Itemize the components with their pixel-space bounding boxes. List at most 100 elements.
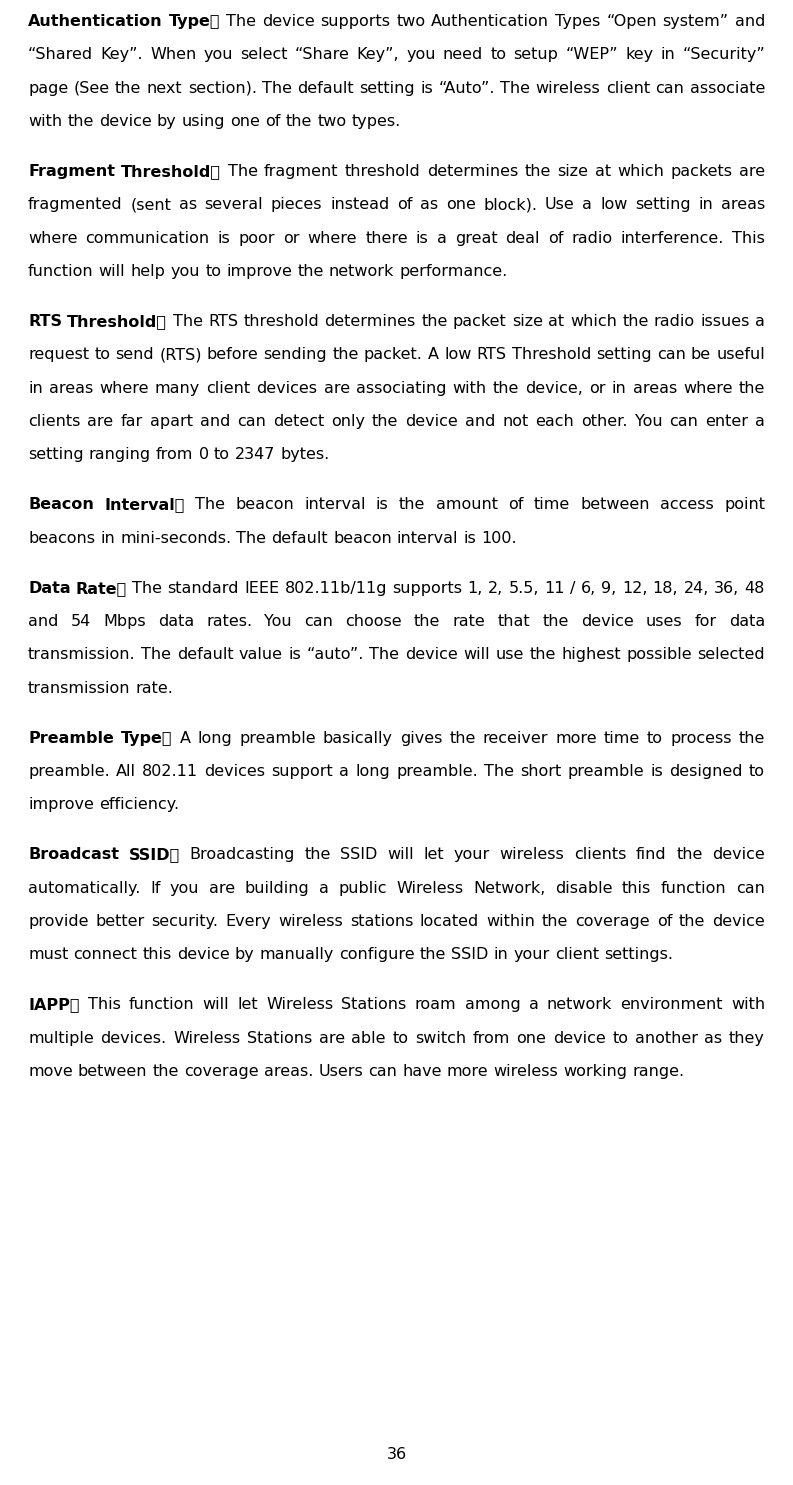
Text: Stations: Stations bbox=[342, 998, 407, 1013]
Text: in: in bbox=[28, 380, 43, 395]
Text: clients: clients bbox=[574, 848, 626, 863]
Text: The: The bbox=[500, 80, 531, 95]
Text: as: as bbox=[704, 1031, 722, 1045]
Text: in: in bbox=[100, 530, 115, 545]
Text: the: the bbox=[676, 848, 703, 863]
Text: a: a bbox=[529, 998, 538, 1013]
Text: basically: basically bbox=[323, 731, 393, 745]
Text: to: to bbox=[94, 347, 110, 362]
Text: determines: determines bbox=[324, 313, 416, 330]
Text: device: device bbox=[712, 913, 765, 930]
Text: the: the bbox=[285, 114, 312, 129]
Text: the: the bbox=[738, 380, 765, 395]
Text: devices: devices bbox=[256, 380, 317, 395]
Text: Data: Data bbox=[28, 581, 71, 595]
Text: range.: range. bbox=[633, 1063, 684, 1080]
Text: the: the bbox=[152, 1063, 179, 1080]
Text: is: is bbox=[218, 230, 231, 245]
Text: you: you bbox=[170, 264, 200, 279]
Text: the: the bbox=[419, 947, 446, 962]
Text: Threshold：: Threshold： bbox=[121, 163, 221, 180]
Text: You: You bbox=[634, 414, 662, 429]
Text: default: default bbox=[271, 530, 328, 545]
Text: devices.: devices. bbox=[101, 1031, 167, 1045]
Text: Type：: Type： bbox=[168, 13, 220, 30]
Text: the: the bbox=[414, 613, 440, 630]
Text: is: is bbox=[464, 530, 477, 545]
Text: device: device bbox=[553, 1031, 606, 1045]
Text: to: to bbox=[393, 1031, 408, 1045]
Text: able: able bbox=[351, 1031, 385, 1045]
Text: is: is bbox=[376, 497, 389, 512]
Text: wireless: wireless bbox=[536, 80, 600, 95]
Text: block).: block). bbox=[484, 198, 538, 212]
Text: will: will bbox=[463, 647, 490, 662]
Text: your: your bbox=[514, 947, 550, 962]
Text: access: access bbox=[660, 497, 714, 512]
Text: select: select bbox=[240, 48, 288, 62]
Text: radio: radio bbox=[572, 230, 613, 245]
Text: long: long bbox=[197, 731, 232, 745]
Text: The: The bbox=[226, 13, 256, 30]
Text: bytes.: bytes. bbox=[281, 447, 330, 462]
Text: better: better bbox=[95, 913, 144, 930]
Text: several: several bbox=[205, 198, 263, 212]
Text: Broadcast: Broadcast bbox=[28, 848, 119, 863]
Text: This: This bbox=[88, 998, 121, 1013]
Text: the: the bbox=[421, 313, 447, 330]
Text: 24,: 24, bbox=[684, 581, 709, 595]
Text: in: in bbox=[611, 380, 626, 395]
Text: 2,: 2, bbox=[488, 581, 504, 595]
Text: low: low bbox=[444, 347, 472, 362]
Text: you: you bbox=[170, 881, 199, 895]
Text: is: is bbox=[416, 230, 429, 245]
Text: devices: devices bbox=[205, 763, 266, 780]
Text: The: The bbox=[236, 530, 266, 545]
Text: client: client bbox=[206, 380, 251, 395]
Text: 11: 11 bbox=[545, 581, 565, 595]
Text: size: size bbox=[557, 163, 588, 180]
Text: can: can bbox=[305, 613, 333, 630]
Text: one: one bbox=[230, 114, 260, 129]
Text: “Open: “Open bbox=[606, 13, 657, 30]
Text: wireless: wireless bbox=[493, 1063, 558, 1080]
Text: configure: configure bbox=[339, 947, 415, 962]
Text: instead: instead bbox=[330, 198, 389, 212]
Text: point: point bbox=[724, 497, 765, 512]
Text: which: which bbox=[617, 163, 665, 180]
Text: performance.: performance. bbox=[399, 264, 508, 279]
Text: this: this bbox=[623, 881, 651, 895]
Text: beacon: beacon bbox=[333, 530, 392, 545]
Text: 18,: 18, bbox=[653, 581, 678, 595]
Text: long: long bbox=[355, 763, 390, 780]
Text: the: the bbox=[305, 848, 331, 863]
Text: packet.: packet. bbox=[364, 347, 423, 362]
Text: Wireless: Wireless bbox=[266, 998, 333, 1013]
Text: can: can bbox=[237, 414, 266, 429]
Text: before: before bbox=[207, 347, 259, 362]
Text: a: a bbox=[582, 198, 592, 212]
Text: Threshold: Threshold bbox=[511, 347, 591, 362]
Text: this: this bbox=[143, 947, 172, 962]
Text: provide: provide bbox=[28, 913, 89, 930]
Text: Stations: Stations bbox=[247, 1031, 312, 1045]
Text: setup: setup bbox=[513, 48, 558, 62]
Text: “Share: “Share bbox=[294, 48, 350, 62]
Text: 6,: 6, bbox=[581, 581, 596, 595]
Text: the: the bbox=[492, 380, 519, 395]
Text: Broadcasting: Broadcasting bbox=[190, 848, 295, 863]
Text: between: between bbox=[78, 1063, 147, 1080]
Text: from: from bbox=[473, 1031, 510, 1045]
Text: low: low bbox=[600, 198, 627, 212]
Text: 2347: 2347 bbox=[235, 447, 275, 462]
Text: send: send bbox=[116, 347, 154, 362]
Text: as: as bbox=[420, 198, 439, 212]
Text: time: time bbox=[603, 731, 640, 745]
Text: the: the bbox=[542, 613, 569, 630]
Text: Key”,: Key”, bbox=[357, 48, 399, 62]
Text: 0: 0 bbox=[198, 447, 209, 462]
Text: for: for bbox=[695, 613, 717, 630]
Text: in: in bbox=[699, 198, 713, 212]
Text: system”: system” bbox=[663, 13, 729, 30]
Text: designed: designed bbox=[669, 763, 743, 780]
